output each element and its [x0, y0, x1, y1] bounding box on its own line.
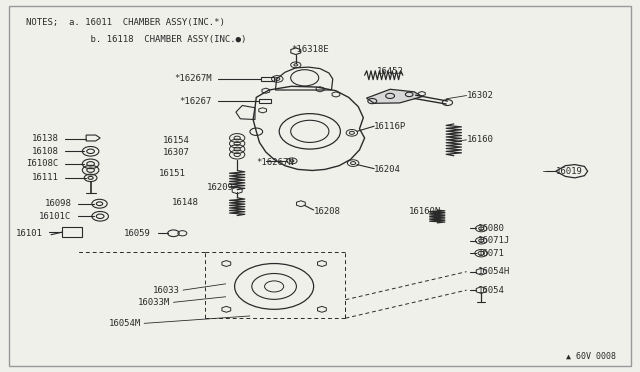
Text: 16148: 16148: [172, 198, 199, 207]
Text: *16267M: *16267M: [174, 74, 212, 83]
Text: 16101: 16101: [16, 229, 43, 238]
Text: 16108: 16108: [32, 147, 59, 156]
Text: 16151: 16151: [159, 169, 186, 177]
Text: 16452: 16452: [378, 67, 404, 76]
Text: 16071: 16071: [478, 249, 505, 258]
Text: 16080: 16080: [478, 224, 505, 233]
Text: 16071J: 16071J: [478, 236, 510, 245]
Text: 16209: 16209: [207, 183, 234, 192]
Text: 16054H: 16054H: [478, 267, 510, 276]
Text: 16098: 16098: [45, 199, 72, 208]
Text: *16267: *16267: [179, 97, 212, 106]
Text: NOTES;  a. 16011  CHAMBER ASSY(INC.*): NOTES; a. 16011 CHAMBER ASSY(INC.*): [26, 18, 225, 27]
Text: 16208: 16208: [314, 206, 340, 216]
Text: 16019: 16019: [556, 167, 582, 176]
Text: *16318E: *16318E: [291, 45, 329, 54]
Polygon shape: [367, 89, 422, 103]
Text: 16059: 16059: [124, 229, 151, 238]
Text: 16138: 16138: [32, 134, 59, 143]
Text: 16204: 16204: [374, 165, 401, 174]
Text: 16033: 16033: [153, 286, 180, 295]
Text: 16154: 16154: [163, 137, 189, 145]
Text: 16302: 16302: [467, 91, 493, 100]
Bar: [259, 99, 271, 103]
Text: 16101C: 16101C: [39, 212, 72, 221]
Text: b. 16118  CHAMBER ASSY(INC.●): b. 16118 CHAMBER ASSY(INC.●): [26, 35, 246, 44]
Text: 16033M: 16033M: [138, 298, 170, 307]
Text: I6108C: I6108C: [26, 159, 59, 169]
Text: 16054: 16054: [478, 286, 505, 295]
Text: 16054M: 16054M: [109, 319, 141, 328]
Text: 16111: 16111: [32, 173, 59, 182]
Text: 16116P: 16116P: [374, 122, 406, 131]
Text: *16267N: *16267N: [256, 157, 294, 167]
Text: 16160N: 16160N: [409, 206, 442, 216]
Text: ▲ 60V 0008: ▲ 60V 0008: [566, 351, 616, 360]
Text: 16160: 16160: [467, 135, 493, 144]
Bar: [261, 77, 274, 81]
Text: 16307: 16307: [163, 148, 189, 157]
Bar: [62, 227, 83, 237]
